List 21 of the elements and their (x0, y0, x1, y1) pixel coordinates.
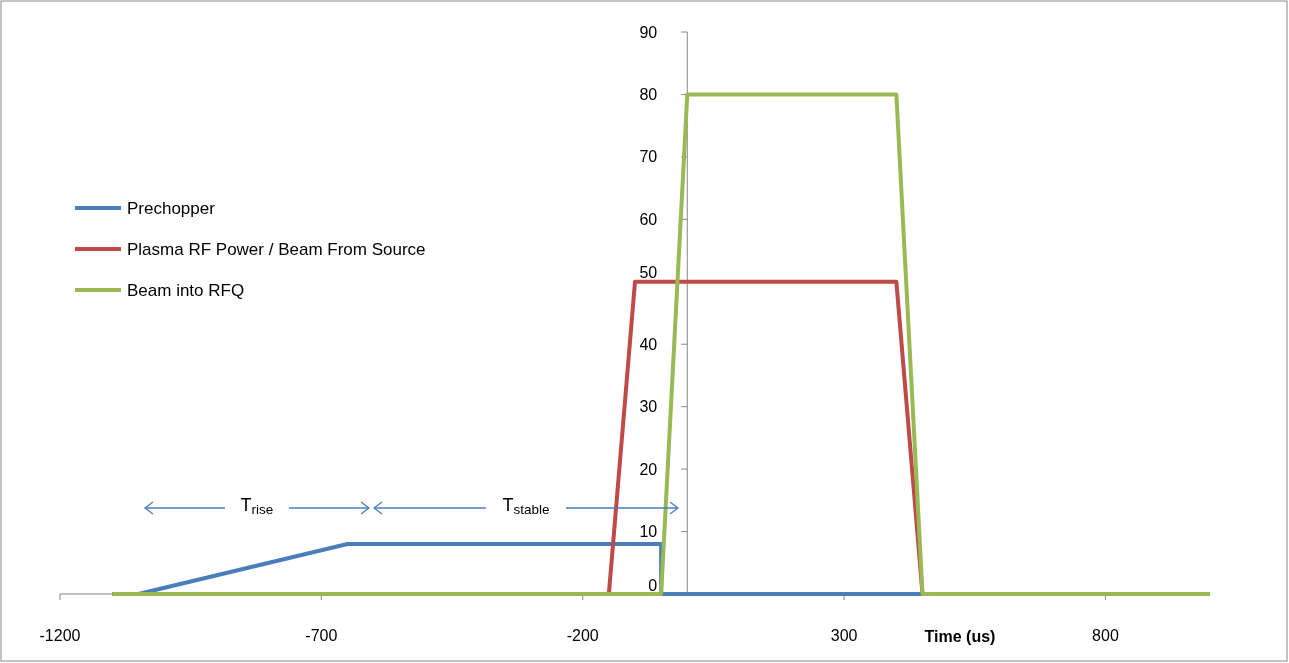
x-tick-label: -200 (566, 627, 599, 644)
x-tick-label: -700 (305, 627, 338, 644)
y-tick-label: 10 (639, 523, 658, 541)
y-tick-label: 40 (639, 335, 658, 353)
y-tick-label: 20 (639, 460, 658, 478)
annotation: T$_{rise}$ (240, 495, 274, 518)
y-tick-label: 60 (639, 210, 658, 228)
legend-label: Prechopper (127, 198, 216, 218)
legend-label: Plasma RF Power / Beam From Source (127, 239, 426, 259)
y-tick-label: 70 (639, 148, 658, 166)
annotation: T$_{stable}$ (502, 495, 550, 518)
x-tick-label: 300 (830, 627, 858, 644)
x-axis-title: Time (us) (924, 628, 996, 645)
x-tick-label: 800 (1092, 627, 1119, 644)
y-tick-label: 80 (639, 86, 658, 104)
y-tick-label: 50 (639, 264, 658, 282)
legend-label: Beam into RFQ (127, 280, 245, 300)
y-tick-label: 90 (639, 23, 658, 41)
y-tick-label: 0 (648, 576, 658, 594)
x-tick-label: -1200 (39, 627, 81, 644)
y-tick-label: 30 (639, 398, 658, 416)
